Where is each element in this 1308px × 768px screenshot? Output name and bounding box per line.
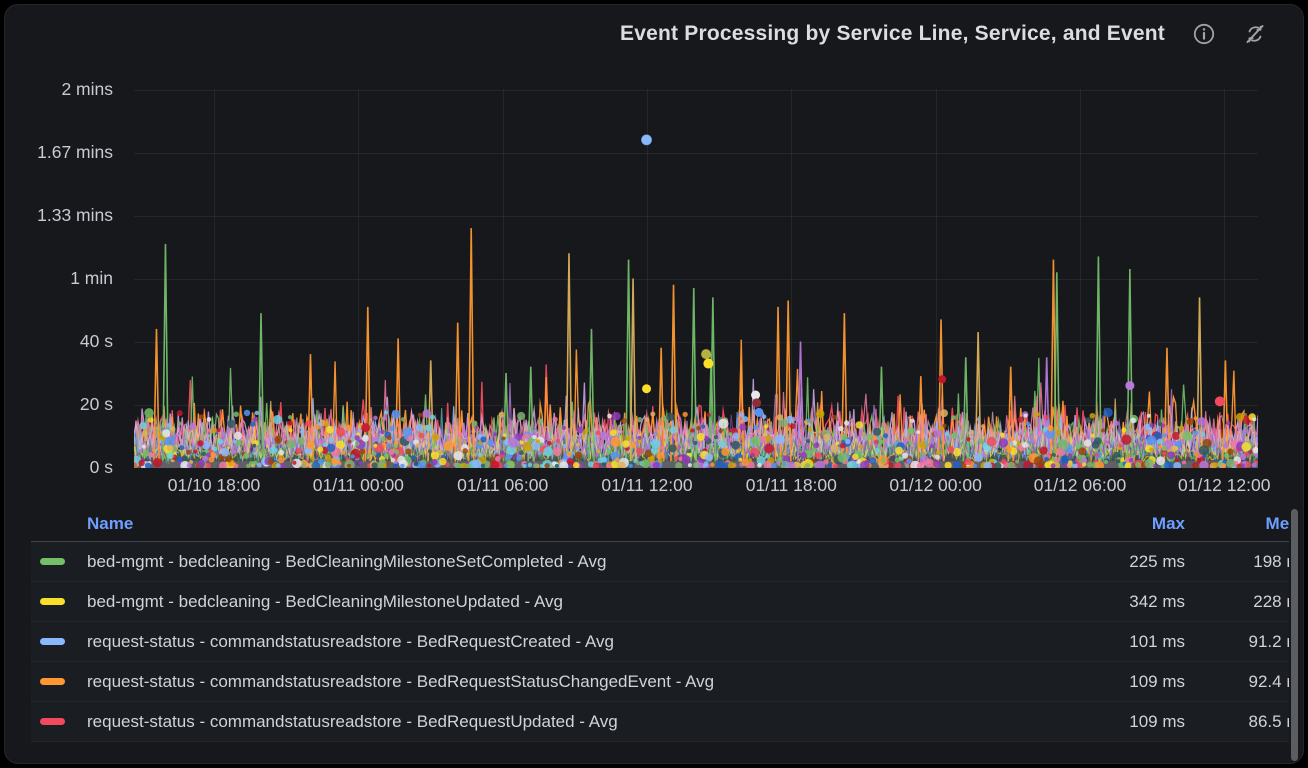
- legend-header-row: Name Max Mean: [31, 507, 1289, 542]
- series-color-pill[interactable]: [40, 598, 65, 605]
- y-tick-label: 20 s: [79, 394, 113, 414]
- series-max-value: 101 ms: [1129, 631, 1185, 651]
- time-series-plot[interactable]: [134, 89, 1258, 468]
- series-max-value: 225 ms: [1129, 551, 1185, 571]
- refresh-off-icon[interactable]: [1243, 22, 1267, 46]
- series-color-pill[interactable]: [40, 638, 65, 645]
- series-mean-value: 91.2 ms: [1248, 631, 1289, 651]
- series-color-pill[interactable]: [40, 718, 65, 725]
- series-name[interactable]: bed-mgmt - bedcleaning - BedCleaningMile…: [87, 591, 563, 611]
- legend-col-max[interactable]: Max: [1151, 514, 1185, 533]
- y-tick-label: 0 s: [89, 457, 113, 477]
- y-tick-label: 40 s: [79, 331, 113, 351]
- x-tick-label: 01/11 18:00: [745, 475, 837, 495]
- x-tick-label: 01/12 00:00: [889, 475, 982, 495]
- series-name[interactable]: request-status - commandstatusreadstore …: [87, 631, 614, 651]
- series-max-value: 109 ms: [1129, 711, 1185, 731]
- legend-scrollbar[interactable]: [1291, 509, 1298, 761]
- legend-row[interactable]: bed-mgmt - bedcleaning - BedCleaningMile…: [31, 542, 1289, 582]
- x-tick-label: 01/12 06:00: [1033, 475, 1127, 495]
- x-tick-label: 01/10 18:00: [167, 475, 261, 495]
- y-tick-label: 1.33 mins: [37, 205, 113, 225]
- x-axis: 01/10 18:00 01/11 00:00 01/11 06:00 01/11 1…: [134, 475, 1271, 501]
- x-tick-label: 01/11 06:00: [457, 475, 549, 495]
- series-name[interactable]: bed-mgmt - bedcleaning - BedCleaningMile…: [87, 551, 607, 571]
- series-max-value: 342 ms: [1129, 591, 1185, 611]
- x-tick-label: 01/12 12:00: [1178, 475, 1271, 495]
- series-name[interactable]: request-status - commandstatusreadstore …: [87, 711, 618, 731]
- panel-title[interactable]: Event Processing by Service Line, Servic…: [620, 22, 1165, 45]
- legend-table: Name Max Mean bed-mgmt - bedcleaning - B…: [31, 507, 1289, 742]
- series-mean-value: 198 ms: [1253, 551, 1289, 571]
- y-tick-label: 1.67 mins: [37, 142, 113, 162]
- x-tick-label: 01/11 12:00: [601, 475, 693, 495]
- series-mean-value: 86.5 ms: [1248, 711, 1289, 731]
- series-mean-value: 92.4 ms: [1248, 671, 1289, 691]
- legend-col-mean[interactable]: Mean: [1265, 514, 1289, 533]
- info-icon[interactable]: [1192, 22, 1216, 46]
- legend-col-name[interactable]: Name: [87, 514, 134, 533]
- legend-row[interactable]: request-status - commandstatusreadstore …: [31, 662, 1289, 702]
- panel-header: Event Processing by Service Line, Servic…: [5, 5, 1303, 63]
- series-max-value: 109 ms: [1129, 671, 1185, 691]
- legend-row[interactable]: request-status - commandstatusreadstore …: [31, 702, 1289, 742]
- legend-row[interactable]: request-status - commandstatusreadstore …: [31, 622, 1289, 662]
- x-tick-label: 01/11 00:00: [312, 475, 404, 495]
- series-mean-value: 228 ms: [1253, 591, 1289, 611]
- y-tick-label: 1 min: [70, 268, 113, 288]
- chart-canvas[interactable]: [134, 89, 1258, 468]
- y-tick-label: 2 mins: [61, 79, 113, 99]
- legend-row[interactable]: bed-mgmt - bedcleaning - BedCleaningMile…: [31, 582, 1289, 622]
- series-color-pill[interactable]: [40, 558, 65, 565]
- series-name[interactable]: request-status - commandstatusreadstore …: [87, 671, 715, 691]
- grafana-panel: Event Processing by Service Line, Servic…: [4, 4, 1304, 764]
- series-color-pill[interactable]: [40, 678, 65, 685]
